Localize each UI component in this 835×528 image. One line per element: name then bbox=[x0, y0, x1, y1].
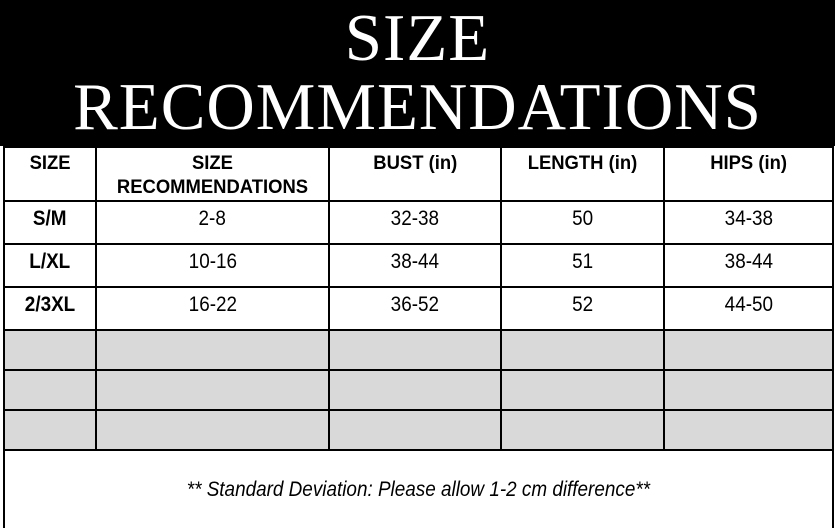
empty-table-row bbox=[3, 409, 834, 451]
table-row-sm: S/M 2-8 32-38 50 34-38 bbox=[3, 200, 834, 245]
table-row-23xl: 2/3XL 16-22 36-52 52 44-50 bbox=[3, 286, 834, 331]
cell-size: S/M bbox=[3, 200, 97, 245]
cell-size-recommendation: 10-16 bbox=[95, 243, 330, 288]
table-header-row: SIZE SIZE RECOMMENDATIONS BUST (in) LENG… bbox=[3, 146, 834, 202]
cell-bust: 32-38 bbox=[328, 200, 502, 245]
cell-hips: 34-38 bbox=[663, 200, 834, 245]
cell-length: 50 bbox=[500, 200, 665, 245]
header-label: SIZE bbox=[29, 153, 71, 174]
cell-length: 52 bbox=[500, 286, 665, 331]
size-chart-table: SIZE SIZE RECOMMENDATIONS BUST (in) LENG… bbox=[3, 146, 834, 528]
header-label: HIPS (in) bbox=[710, 153, 787, 174]
empty-table-row bbox=[3, 369, 834, 411]
cell-size-recommendation: 2-8 bbox=[95, 200, 330, 245]
page-title: SIZE RECOMMENDATIONS bbox=[73, 1, 762, 144]
table-row-lxl: L/XL 10-16 38-44 51 38-44 bbox=[3, 243, 834, 288]
footer-row: ** Standard Deviation: Please allow 1-2 … bbox=[3, 449, 834, 528]
cell-hips: 38-44 bbox=[663, 243, 834, 288]
header-cell-size-recommendations: SIZE RECOMMENDATIONS bbox=[95, 146, 330, 202]
cell-bust: 38-44 bbox=[328, 243, 502, 288]
header-cell-bust: BUST (in) bbox=[328, 146, 502, 202]
header-cell-length: LENGTH (in) bbox=[500, 146, 665, 202]
cell-length: 51 bbox=[500, 243, 665, 288]
cell-hips: 44-50 bbox=[663, 286, 834, 331]
cell-size-recommendation: 16-22 bbox=[95, 286, 330, 331]
header-cell-hips: HIPS (in) bbox=[663, 146, 834, 202]
cell-size: 2/3XL bbox=[3, 286, 97, 331]
footer-cell: ** Standard Deviation: Please allow 1-2 … bbox=[3, 449, 834, 528]
header-cell-size: SIZE bbox=[3, 146, 97, 202]
standard-deviation-note: ** Standard Deviation: Please allow 1-2 … bbox=[186, 477, 651, 501]
cell-size: L/XL bbox=[3, 243, 97, 288]
header-label: SIZE RECOMMENDATIONS bbox=[116, 153, 309, 198]
header-label: BUST (in) bbox=[373, 153, 457, 174]
header-label: LENGTH (in) bbox=[527, 153, 638, 174]
cell-bust: 36-52 bbox=[328, 286, 502, 331]
empty-table-row bbox=[3, 329, 834, 371]
banner: SIZE RECOMMENDATIONS bbox=[0, 0, 835, 146]
